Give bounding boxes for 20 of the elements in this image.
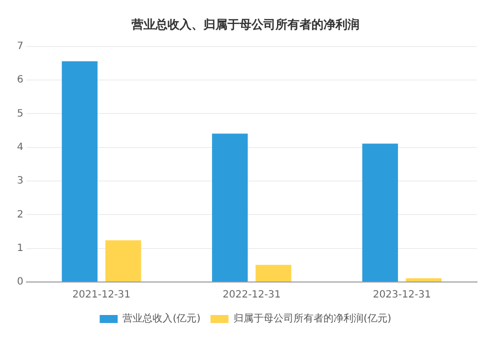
chart-title: 营业总收入、归属于母公司所有者的净利润: [130, 17, 360, 32]
legend-label: 营业总收入(亿元): [122, 312, 201, 325]
y-tick-label: 4: [16, 142, 24, 153]
y-tick-label: 5: [16, 108, 24, 120]
x-tick-label: 2022-12-31: [222, 290, 281, 301]
y-tick-label: 6: [16, 74, 24, 86]
y-tick-label: 3: [16, 176, 24, 187]
y-tick-label: 0: [16, 276, 24, 288]
y-tick-label: 2: [16, 209, 24, 220]
bar: [62, 61, 98, 282]
legend-label: 归属于母公司所有者的净利润(亿元): [234, 312, 392, 325]
bar: [256, 264, 292, 282]
x-tick-label: 2021-12-31: [72, 290, 131, 301]
bar: [212, 134, 248, 282]
x-tick-label: 2023-12-31: [372, 290, 431, 301]
bar: [406, 278, 442, 282]
y-tick-label: 1: [16, 242, 24, 254]
bar: [105, 240, 142, 282]
bar: [362, 144, 398, 282]
y-tick-label: 7: [16, 40, 24, 52]
